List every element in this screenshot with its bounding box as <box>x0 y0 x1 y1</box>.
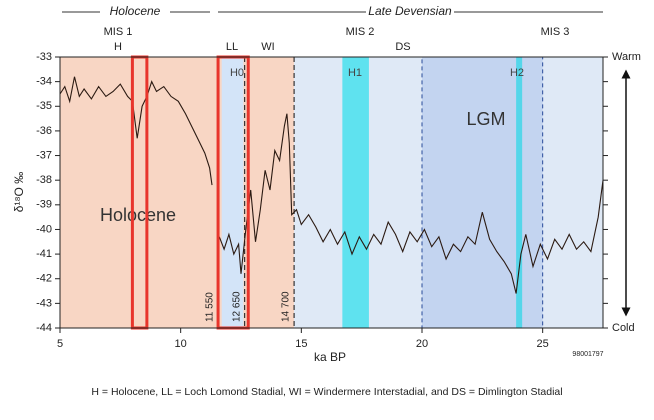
phase-label: H <box>114 41 122 53</box>
y-tick-label: -40 <box>36 223 52 235</box>
stage-label: MIS 3 <box>541 26 570 38</box>
x-tick-label: 15 <box>295 338 307 350</box>
shaded-region <box>516 57 523 328</box>
caption: H = Holocene, LL = Loch Lomond Stadial, … <box>91 386 562 398</box>
y-tick-label: -34 <box>36 76 52 88</box>
cold-label: Cold <box>612 322 635 334</box>
y-axis-label: δ¹⁸O ‰ <box>12 172 26 212</box>
y-tick-label: -44 <box>36 322 52 334</box>
x-tick-label: 25 <box>537 338 549 350</box>
phase-label: WI <box>261 41 274 53</box>
x-tick-label: 10 <box>175 338 187 350</box>
y-tick-label: -36 <box>36 125 52 137</box>
y-tick-label: -42 <box>36 273 52 285</box>
plot-frame <box>59 56 604 329</box>
boundary-label: 11 550 <box>205 292 216 322</box>
period-label: Late Devensian <box>368 4 452 18</box>
y-tick-label: -33 <box>36 51 52 63</box>
y-tick-label: -39 <box>36 199 52 211</box>
region-label: Holocene <box>100 205 176 225</box>
period-label: Holocene <box>110 4 161 18</box>
data-line <box>59 76 604 294</box>
y-tick-label: -43 <box>36 297 52 309</box>
region-label: LGM <box>466 109 505 129</box>
boundary-label: 14 700 <box>281 291 292 322</box>
shaded-region <box>221 57 244 328</box>
y-tick-label: -37 <box>36 149 52 161</box>
shaded-region <box>342 57 369 328</box>
y-tick-label: -41 <box>36 248 52 260</box>
phase-label: LL <box>226 41 238 53</box>
boundary-label: 12 650 <box>231 291 242 322</box>
y-tick-label: -38 <box>36 174 52 186</box>
region-label: H0 <box>230 67 244 79</box>
x-axis-label: ka BP <box>314 350 346 364</box>
x-tick-label: 20 <box>416 338 428 350</box>
stage-label: MIS 2 <box>346 26 375 38</box>
shaded-region <box>421 56 544 329</box>
figure-code: 98001797 <box>572 351 603 358</box>
y-tick-label: -35 <box>36 100 52 112</box>
region-label: H2 <box>510 67 524 79</box>
phase-label: DS <box>395 41 410 53</box>
region-label: H1 <box>348 67 362 79</box>
stage-label: MIS 1 <box>104 26 133 38</box>
warm-label: Warm <box>612 51 641 63</box>
x-tick-label: 5 <box>57 338 63 350</box>
shaded-region <box>60 57 295 328</box>
